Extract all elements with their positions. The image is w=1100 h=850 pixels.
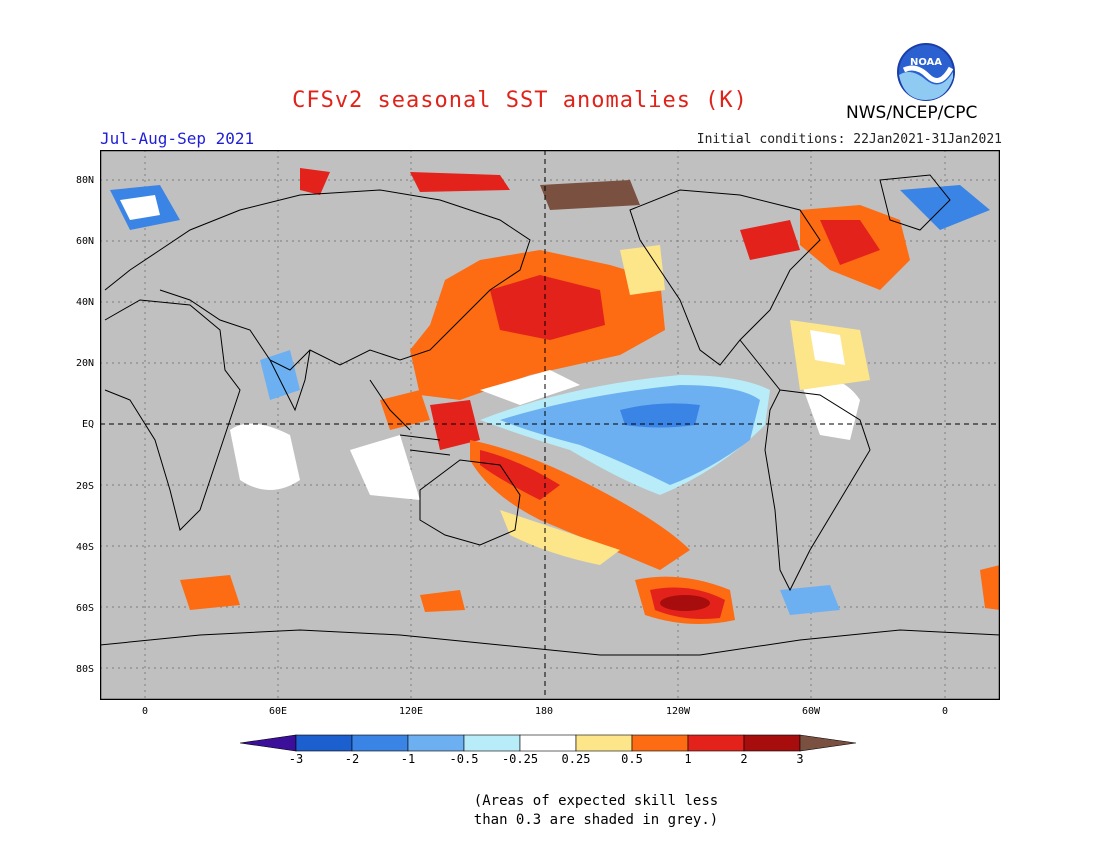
lon-label: 60E	[268, 706, 288, 717]
logo-text: NOAA	[910, 57, 942, 68]
colorbar-tick-label: 0.5	[621, 752, 643, 766]
lat-label: 20N	[75, 358, 94, 369]
lat-label: 60S	[75, 603, 94, 614]
sst-anomaly-map	[100, 150, 1000, 700]
season-label: Jul-Aug-Sep 2021	[100, 129, 255, 148]
colorbar-box	[631, 734, 689, 752]
colorbar-box	[295, 734, 353, 752]
lat-label: 60N	[75, 236, 94, 247]
colorbar-tick-label: -2	[344, 752, 360, 766]
colorbar-tick-label: -0.25	[501, 752, 539, 766]
lat-label: 40N	[75, 297, 94, 308]
colorbar-tick-label: 2	[740, 752, 748, 766]
skill-note-line-2: than 0.3 are shaded in grey.)	[473, 812, 719, 828]
noaa-logo: NOAA	[897, 43, 955, 101]
colorbar-tick-label: 3	[796, 752, 804, 766]
lat-label: 80S	[75, 664, 94, 675]
colorbar-tick-label: 0.25	[561, 752, 591, 766]
colorbar-box	[519, 734, 577, 752]
lon-label: 120E	[398, 706, 424, 717]
colorbar-right-arrow	[799, 734, 857, 752]
colorbar-tick-label: -3	[288, 752, 304, 766]
anomaly-fields	[110, 168, 1000, 624]
colorbar-box	[575, 734, 633, 752]
lat-label: 20S	[75, 481, 94, 492]
lon-label: 0	[141, 706, 149, 717]
lon-label: 120W	[665, 706, 691, 717]
coastlines	[100, 174, 1000, 656]
colorbar-box	[687, 734, 745, 752]
colorbar-tick-label: 1	[684, 752, 692, 766]
colorbar-left-arrow	[240, 734, 297, 752]
colorbar	[240, 734, 857, 752]
map-frame	[100, 150, 1000, 700]
lat-label: 40S	[75, 542, 94, 553]
initial-conditions-label: Initial conditions: 22Jan2021-31Jan2021	[696, 132, 1002, 147]
colorbar-tick-label: -1	[400, 752, 416, 766]
agency-label: NWS/NCEP/CPC	[846, 103, 978, 123]
lon-label: 60W	[801, 706, 821, 717]
lat-label: EQ	[81, 419, 94, 430]
colorbar-box	[463, 734, 521, 752]
colorbar-tick-label: -0.5	[449, 752, 479, 766]
lon-label: 180	[534, 706, 554, 717]
colorbar-box	[351, 734, 409, 752]
colorbar-box	[743, 734, 801, 752]
colorbar-box	[407, 734, 465, 752]
map-title: CFSv2 seasonal SST anomalies (K)	[292, 88, 748, 113]
lat-label: 80N	[75, 175, 94, 186]
skill-note-line-1: (Areas of expected skill less	[473, 793, 719, 809]
lon-label: 0	[941, 706, 949, 717]
